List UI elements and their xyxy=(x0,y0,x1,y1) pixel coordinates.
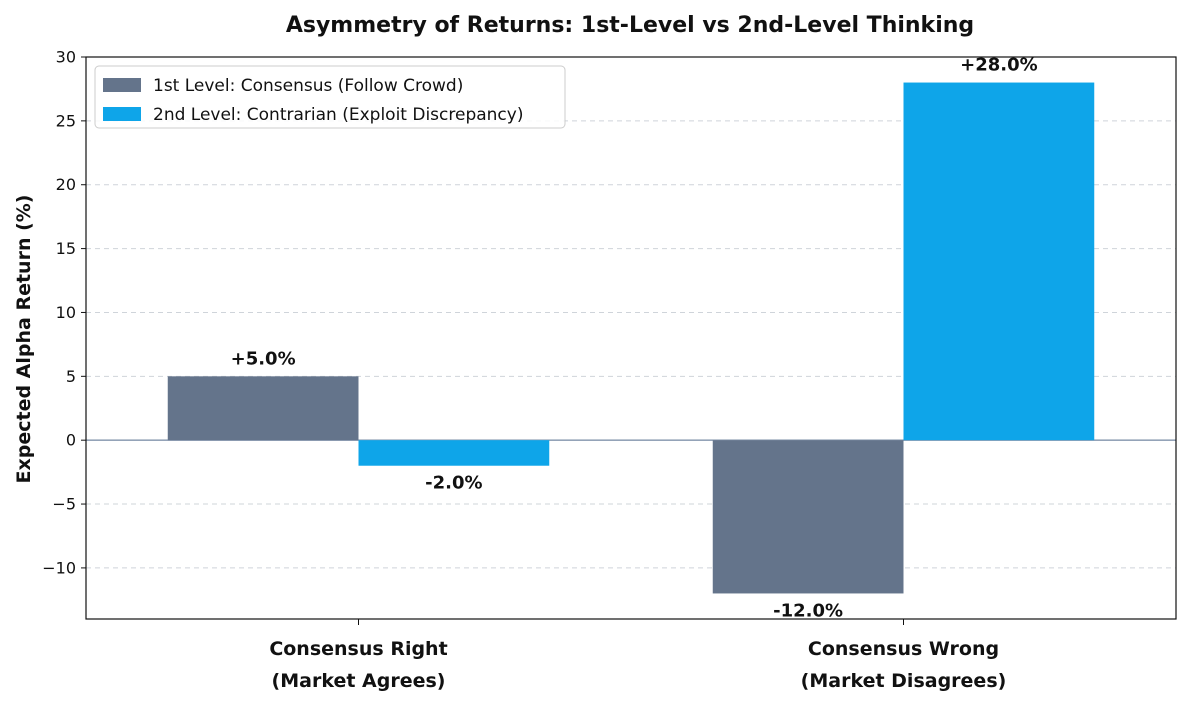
y-axis-label: Expected Alpha Return (%) xyxy=(13,195,35,484)
data-labels: +5.0% -12.0% -2.0% +28.0% xyxy=(231,55,1038,622)
x-tick-label: (Market Disagrees) xyxy=(801,670,1007,692)
bar-1-1 xyxy=(167,376,359,441)
bar-2-2 xyxy=(903,82,1095,441)
x-tick-label: (Market Agrees) xyxy=(272,670,446,692)
legend-swatch xyxy=(103,78,141,92)
legend-swatch xyxy=(103,107,141,121)
bars xyxy=(167,82,1095,594)
legend-box xyxy=(94,65,566,129)
chart-title: Asymmetry of Returns: 1st-Level vs 2nd-L… xyxy=(286,13,974,38)
y-tick-label: −5 xyxy=(52,495,76,514)
y-tick-label: 15 xyxy=(56,239,76,258)
y-tick-label: 30 xyxy=(56,48,76,67)
data-label: +28.0% xyxy=(960,55,1038,76)
legend-entry: 2nd Level: Contrarian (Exploit Discrepan… xyxy=(153,105,523,125)
plot-frame xyxy=(85,56,1177,620)
y-tick-label: 10 xyxy=(56,303,76,322)
x-ticks: Consensus Right (Market Agrees) Consensus … xyxy=(269,619,1006,692)
data-label: +5.0% xyxy=(231,348,296,369)
legend: 1st Level: Consensus (Follow Crowd) 2nd L… xyxy=(94,65,566,129)
y-tick-label: −10 xyxy=(42,558,76,577)
bar-1-2 xyxy=(712,440,904,594)
y-tick-label: 25 xyxy=(56,111,76,130)
bar-2-1 xyxy=(358,440,550,466)
y-tick-label: 20 xyxy=(56,175,76,194)
x-tick-label: Consensus Right xyxy=(269,638,447,660)
data-label: -2.0% xyxy=(425,473,482,494)
x-tick-label: Consensus Wrong xyxy=(808,638,999,660)
data-label: -12.0% xyxy=(773,600,843,621)
y-tick-label: 5 xyxy=(66,367,76,386)
y-ticks: −10 −5 0 5 10 15 20 25 30 xyxy=(42,48,86,577)
y-tick-label: 0 xyxy=(66,431,76,450)
legend-entry: 1st Level: Consensus (Follow Crowd) xyxy=(153,76,463,96)
